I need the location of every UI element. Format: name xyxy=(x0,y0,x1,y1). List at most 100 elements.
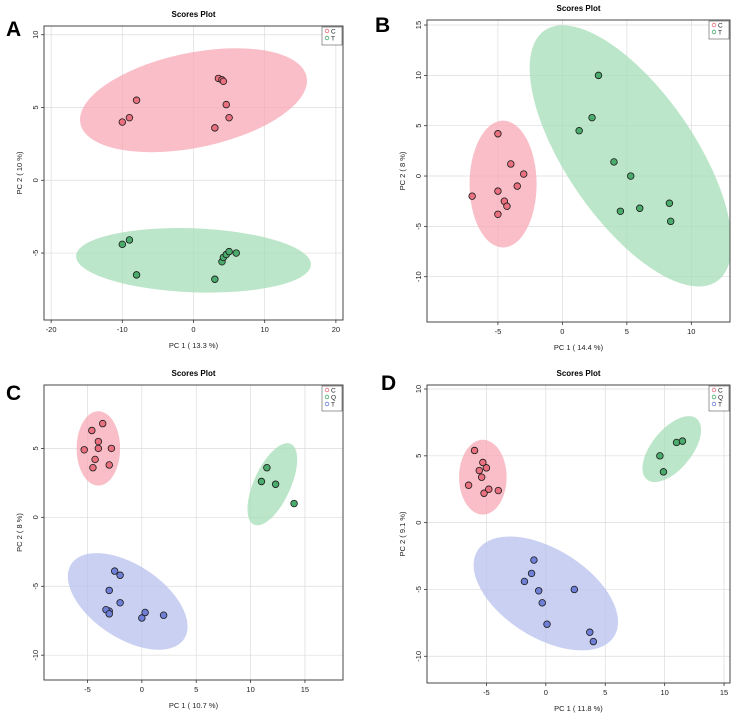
legend-label-t: T xyxy=(331,35,335,42)
x-tick-label: 15 xyxy=(720,688,728,697)
y-tick-label: -10 xyxy=(31,650,40,661)
confidence-ellipse-t xyxy=(473,536,619,651)
point-c xyxy=(225,113,233,122)
legend-marker-c xyxy=(711,22,717,28)
point-c xyxy=(494,130,502,138)
plot-area xyxy=(67,411,298,650)
x-tick-label: 10 xyxy=(261,325,269,334)
y-tick-label: 10 xyxy=(414,71,423,79)
legend-marker-c xyxy=(324,387,330,393)
point-c xyxy=(107,444,116,453)
point-t xyxy=(589,637,598,646)
y-axis-label: PC 2 ( 8 %) xyxy=(398,151,407,190)
point-c xyxy=(80,446,88,454)
legend-marker-q xyxy=(324,394,330,400)
y-tick-label: -10 xyxy=(414,271,423,282)
point-t xyxy=(575,127,583,135)
point-t xyxy=(159,611,168,619)
x-tick-label: 0 xyxy=(560,327,564,336)
panel-letter: A xyxy=(6,18,21,41)
point-c xyxy=(494,486,502,495)
point-t xyxy=(665,199,674,207)
y-tick-label: -5 xyxy=(414,586,423,593)
point-q xyxy=(290,499,298,508)
y-tick-label: 0 xyxy=(31,178,40,182)
point-c xyxy=(132,96,141,104)
point-t xyxy=(211,275,219,283)
point-q xyxy=(678,437,687,445)
point-t xyxy=(141,608,149,617)
legend-label-t: T xyxy=(718,29,722,36)
x-tick-label: -20 xyxy=(46,325,57,334)
point-t xyxy=(543,620,551,628)
point-q xyxy=(659,468,668,476)
x-tick-label: 10 xyxy=(246,685,254,694)
y-axis-label: PC 2 ( 10 %) xyxy=(15,151,24,194)
chart-title: Scores Plot xyxy=(556,369,600,378)
x-tick-label: 5 xyxy=(603,688,607,697)
point-t xyxy=(594,71,603,80)
point-t xyxy=(627,172,635,180)
confidence-ellipse-t xyxy=(67,553,188,650)
legend-label-t: T xyxy=(718,401,722,408)
point-c xyxy=(470,446,479,455)
plot-area xyxy=(468,25,730,287)
legend-box xyxy=(321,385,343,412)
legend-box xyxy=(708,385,730,412)
point-c xyxy=(211,124,219,132)
legend-marker-t xyxy=(324,401,330,407)
point-c xyxy=(105,461,113,469)
y-axis-label: PC 2 ( 8 %) xyxy=(15,513,24,552)
point-t xyxy=(110,567,119,575)
point-c xyxy=(494,187,502,195)
x-tick-label: 0 xyxy=(191,325,195,334)
point-c xyxy=(88,426,96,435)
point-t xyxy=(666,217,675,226)
panel-c: C Scores Plot -5 0 5 10 15 -10 -5 0 5 PC 1 ( 10.7 %… xyxy=(6,369,344,710)
chart-title: Scores Plot xyxy=(556,4,600,13)
point-t xyxy=(105,610,113,618)
point-t xyxy=(225,247,233,256)
x-tick-label: 10 xyxy=(687,327,695,336)
legend-label-c: C xyxy=(331,28,336,35)
point-t xyxy=(116,599,124,607)
x-axis-label: PC 1 ( 13.3 %) xyxy=(169,341,219,350)
point-t xyxy=(534,587,543,595)
x-tick-label: 5 xyxy=(625,327,629,336)
point-c xyxy=(89,464,97,472)
x-axis-label: PC 1 ( 14.4 %) xyxy=(554,343,604,352)
x-tick-label: 15 xyxy=(301,685,309,694)
chart-title: Scores Plot xyxy=(171,369,215,378)
y-tick-label: -5 xyxy=(31,583,40,590)
x-tick-label: -5 xyxy=(483,688,490,697)
point-q xyxy=(257,477,266,486)
point-t xyxy=(588,113,596,122)
chart-title: Scores Plot xyxy=(171,10,215,19)
point-t xyxy=(232,249,240,257)
legend-label-q: Q xyxy=(331,394,336,401)
point-t xyxy=(586,628,594,636)
y-tick-label: 5 xyxy=(414,454,423,458)
point-t xyxy=(105,586,113,595)
point-q xyxy=(271,480,280,488)
point-c xyxy=(118,118,127,126)
point-c xyxy=(477,473,486,481)
legend-marker-t xyxy=(711,401,717,407)
point-c xyxy=(513,182,521,190)
point-c xyxy=(91,455,99,464)
point-c xyxy=(520,170,528,178)
point-c xyxy=(94,444,103,453)
x-tick-label: 20 xyxy=(332,325,340,334)
point-t xyxy=(570,585,579,594)
legend-label-c: C xyxy=(331,387,336,394)
confidence-ellipse-c xyxy=(80,48,307,153)
legend-marker-c xyxy=(711,387,717,393)
point-c xyxy=(468,192,476,200)
plot-area xyxy=(459,416,702,651)
y-tick-label: 10 xyxy=(414,385,423,393)
point-t xyxy=(116,571,124,579)
y-axis-label: PC 2 ( 9.1 %) xyxy=(398,511,407,557)
legend-box xyxy=(708,20,730,40)
plot-frame xyxy=(426,384,731,684)
